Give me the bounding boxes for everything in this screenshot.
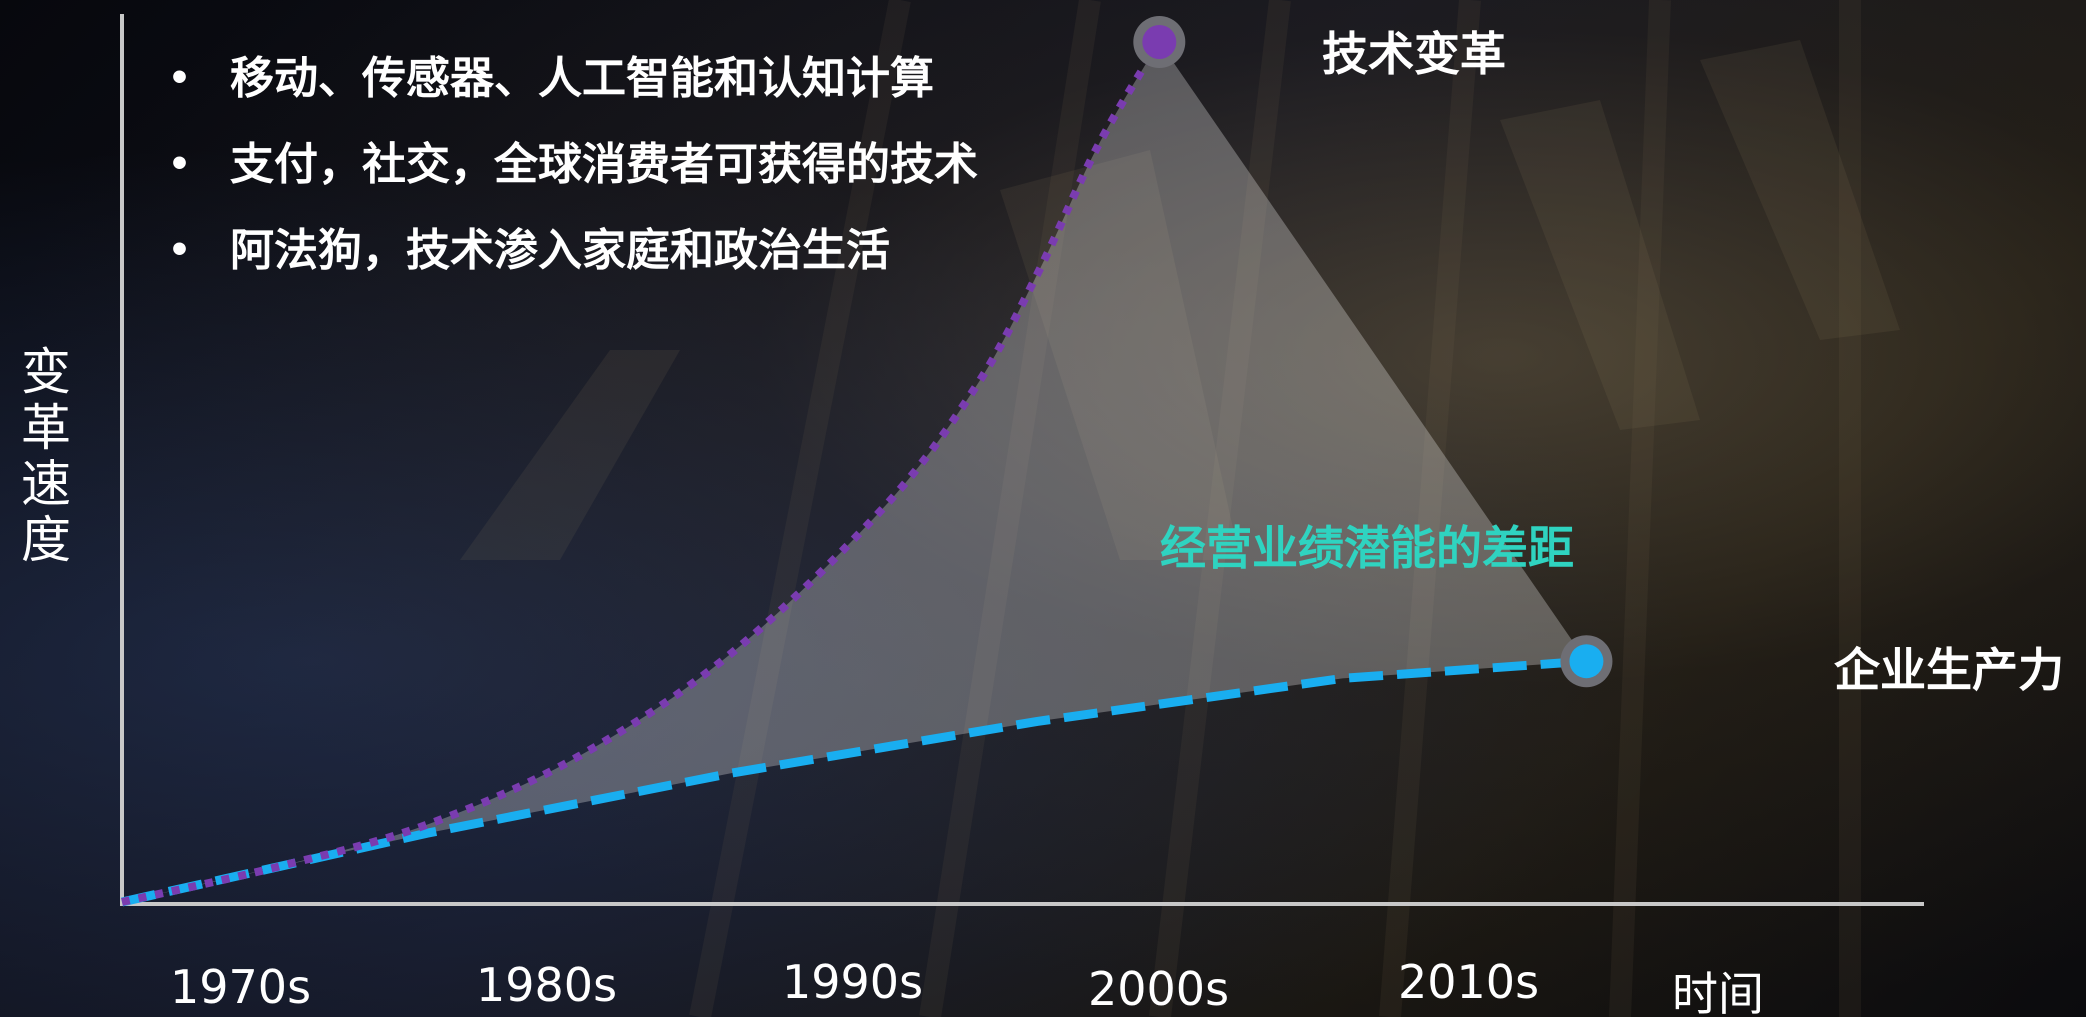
bullet-text: 移动、传感器、人工智能和认知计算 bbox=[230, 53, 934, 104]
background-beam bbox=[919, 0, 1101, 1017]
background-beam bbox=[1149, 0, 1291, 1017]
background-beam bbox=[689, 0, 911, 1017]
bullet-dot: • bbox=[168, 230, 192, 271]
series-label-tech-change: 技术变革 bbox=[1322, 27, 1506, 81]
bullet-list: • 移动、传感器、人工智能和认知计算 • 支付，社交，全球消费者可获得的技术 • 阿法… bbox=[160, 36, 978, 294]
background-decoration bbox=[460, 0, 1900, 1017]
gap-annotation: 经营业绩潜能的差距 bbox=[1160, 521, 1574, 575]
x-tick-label: 1990s bbox=[782, 955, 924, 1009]
bullet-dot: • bbox=[168, 144, 192, 185]
bullet-dot: • bbox=[168, 58, 192, 99]
productivity-endpoint-marker bbox=[1560, 635, 1613, 688]
tech-change-marker-dot bbox=[1142, 25, 1177, 59]
x-tick-label: 1980s bbox=[476, 958, 618, 1012]
tech-change-endpoint-marker bbox=[1133, 16, 1186, 68]
x-axis-label: 时间 bbox=[1672, 967, 1764, 1017]
x-tick-label: 1970s bbox=[170, 960, 312, 1014]
bullet-item: • 支付，社交，全球消费者可获得的技术 bbox=[160, 122, 978, 208]
background-letter-shape bbox=[1000, 150, 1240, 560]
x-tick-label: 2000s bbox=[1088, 962, 1230, 1016]
background-letter-shape bbox=[460, 350, 680, 560]
gap-area bbox=[122, 42, 1587, 902]
bullet-text: 支付，社交，全球消费者可获得的技术 bbox=[230, 139, 978, 190]
y-axis-label: 变革速度 bbox=[13, 345, 71, 569]
bullet-text: 阿法狗，技术渗入家庭和政治生活 bbox=[230, 225, 890, 276]
background-letter-shape bbox=[1500, 100, 1700, 430]
series-line-tech-change bbox=[121, 39, 1163, 906]
background-beam bbox=[1379, 0, 1481, 1017]
background-beam bbox=[1609, 0, 1671, 1017]
x-tick-label: 2010s bbox=[1398, 955, 1540, 1009]
bullet-item: • 阿法狗，技术渗入家庭和政治生活 bbox=[160, 208, 978, 294]
bullet-item: • 移动、传感器、人工智能和认知计算 bbox=[160, 36, 978, 122]
background-letter-shape bbox=[1700, 40, 1900, 340]
series-label-productivity: 企业生产力 bbox=[1834, 643, 2064, 697]
productivity-marker-dot bbox=[1569, 644, 1604, 679]
